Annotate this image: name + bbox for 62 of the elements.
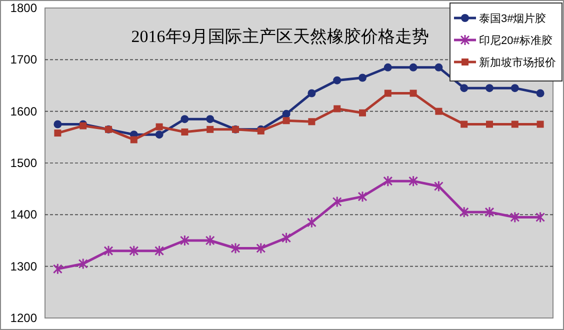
y-tick-label: 1300 bbox=[10, 259, 38, 274]
point bbox=[460, 84, 468, 92]
y-tick-label: 1800 bbox=[10, 1, 38, 15]
point bbox=[129, 245, 139, 257]
point bbox=[334, 105, 341, 112]
point bbox=[358, 74, 366, 82]
y-tick-label: 1700 bbox=[10, 52, 38, 67]
point bbox=[282, 117, 290, 124]
point bbox=[510, 84, 519, 92]
point bbox=[435, 108, 442, 115]
point bbox=[282, 232, 292, 244]
point bbox=[460, 120, 468, 128]
point bbox=[155, 130, 164, 139]
point bbox=[409, 63, 418, 72]
y-tick-label: 1600 bbox=[10, 104, 38, 118]
point bbox=[359, 109, 366, 116]
point bbox=[333, 76, 342, 84]
point bbox=[282, 110, 290, 118]
point bbox=[54, 130, 62, 137]
point bbox=[52, 263, 62, 275]
point bbox=[181, 128, 188, 136]
point bbox=[384, 90, 392, 97]
point bbox=[206, 126, 214, 133]
y-tick-label: 1500 bbox=[10, 156, 38, 170]
point bbox=[510, 212, 520, 223]
legend-label: 印尼20#标准胶 bbox=[479, 34, 552, 47]
point bbox=[180, 115, 189, 124]
point bbox=[308, 118, 316, 126]
point bbox=[205, 234, 215, 246]
point bbox=[306, 216, 316, 228]
point bbox=[486, 120, 493, 128]
point bbox=[104, 245, 114, 257]
point bbox=[434, 180, 444, 192]
point bbox=[154, 245, 164, 257]
point bbox=[78, 258, 88, 270]
point bbox=[459, 206, 469, 218]
point bbox=[54, 120, 62, 128]
legend-label: 新加坡市场报价 bbox=[479, 56, 556, 69]
point bbox=[511, 120, 518, 128]
point bbox=[484, 206, 494, 218]
text: 2016年9月国际主产区天然橡胶价格走势 bbox=[131, 27, 429, 46]
point bbox=[408, 175, 418, 187]
point bbox=[536, 89, 544, 98]
point bbox=[256, 242, 266, 254]
point bbox=[486, 84, 494, 92]
point bbox=[358, 190, 368, 202]
point bbox=[536, 120, 544, 128]
point bbox=[206, 115, 214, 124]
y-tick-label: 1200 bbox=[10, 311, 38, 325]
point bbox=[536, 212, 546, 223]
point bbox=[383, 175, 393, 187]
point bbox=[180, 234, 190, 246]
point bbox=[434, 63, 443, 72]
point bbox=[156, 123, 163, 130]
point bbox=[308, 89, 316, 98]
legend-label: 泰国3#烟片胶 bbox=[479, 12, 546, 25]
point bbox=[230, 242, 240, 254]
point bbox=[384, 63, 392, 72]
point bbox=[410, 90, 417, 97]
point bbox=[332, 196, 342, 208]
y-tick-label: 1400 bbox=[10, 208, 38, 222]
point bbox=[130, 136, 138, 144]
